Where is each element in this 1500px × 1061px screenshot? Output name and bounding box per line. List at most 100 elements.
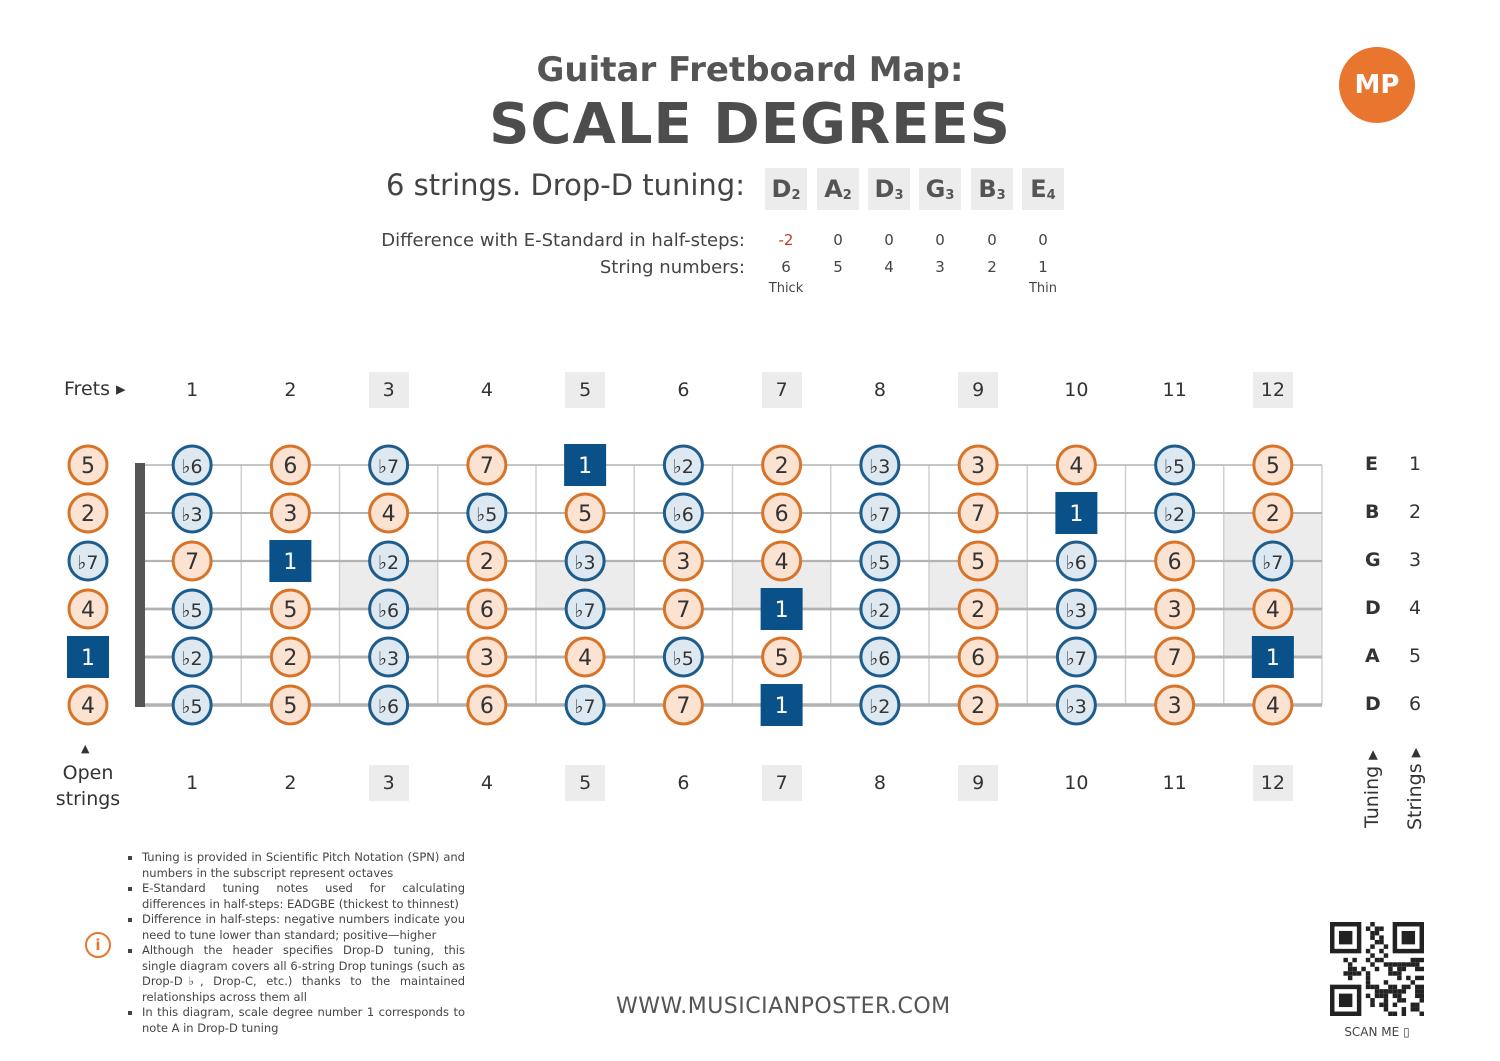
scale-degree-marker: 1 <box>1055 492 1098 534</box>
scale-degree-marker: 1 <box>67 636 109 678</box>
scale-degree-marker: ♭5 <box>662 636 704 678</box>
scale-degree-marker: 4 <box>67 684 109 726</box>
scale-degree-label: ♭7 <box>1066 648 1087 670</box>
scale-degree-label: ♭6 <box>182 456 203 478</box>
fret-number: 2 <box>284 379 297 401</box>
tuning-axis-label: Tuning ▸ <box>1361 750 1383 828</box>
website-link[interactable]: WWW.MUSICIANPOSTER.COM <box>616 994 951 1019</box>
string-number-label: 3 <box>1409 549 1422 571</box>
scale-degree-marker: 5 <box>564 492 606 534</box>
scale-degree-label: 2 <box>81 502 95 527</box>
scale-degree-marker: 4 <box>761 540 803 582</box>
scale-degree-label: 6 <box>283 454 297 479</box>
scale-degree-label: 3 <box>1168 694 1182 719</box>
scale-degree-marker: 4 <box>368 492 410 534</box>
thick-label: Thick <box>768 281 804 296</box>
qr-code[interactable] <box>1330 922 1424 1016</box>
scale-degree-marker: 4 <box>1252 684 1294 726</box>
musician-poster-logo: MP <box>1339 47 1415 123</box>
scale-degree-marker: ♭7 <box>564 684 606 726</box>
tuning-note-octave: 2 <box>791 187 801 203</box>
scale-degree-label: 3 <box>283 502 297 527</box>
note-item: Although the header specifies Drop-D tun… <box>142 943 465 1005</box>
tuning-note-octave: 3 <box>894 187 904 203</box>
note-item: Difference in half-steps: negative numbe… <box>142 912 465 943</box>
string-number-value: 1 <box>1038 258 1048 276</box>
open-strings-line2: strings <box>55 788 121 810</box>
string-numbers-label: String numbers: <box>599 257 745 278</box>
scale-degree-marker: ♭7 <box>859 492 901 534</box>
scale-degree-label: 1 <box>81 646 95 671</box>
scale-degree-label: ♭7 <box>77 552 98 574</box>
string-tuning-letter: G <box>1365 549 1381 571</box>
scale-degree-marker: ♭7 <box>1252 540 1294 582</box>
scale-degree-label: 4 <box>578 646 592 671</box>
fret-number: 6 <box>677 772 690 794</box>
scale-degree-marker: 6 <box>761 492 803 534</box>
scale-degree-marker: 6 <box>466 684 508 726</box>
scale-degree-label: 4 <box>81 694 95 719</box>
scale-degree-label: ♭7 <box>575 600 596 622</box>
fret-number: 7 <box>761 765 802 801</box>
scale-degree-marker: ♭2 <box>368 540 410 582</box>
difference-value: 0 <box>935 231 945 249</box>
info-icon: i <box>85 932 111 958</box>
tuning-note-octave: 2 <box>842 187 852 203</box>
tuning-note-letter: G <box>925 175 946 203</box>
string-number-label: 1 <box>1409 453 1422 475</box>
difference-label: Difference with E-Standard in half-steps… <box>381 230 745 251</box>
scale-degree-label: ♭3 <box>378 648 399 670</box>
scale-degree-label: 1 <box>1069 502 1083 527</box>
scale-degree-label: ♭5 <box>1164 456 1185 478</box>
scale-degree-marker: ♭7 <box>67 540 109 582</box>
scale-degree-marker: ♭6 <box>368 588 410 630</box>
scale-degree-label: 6 <box>775 502 789 527</box>
scale-degree-marker: ♭5 <box>466 492 508 534</box>
fret-number: 8 <box>873 379 886 401</box>
fret-number: 5 <box>565 372 606 408</box>
scale-degree-marker: ♭3 <box>1055 684 1097 726</box>
scale-degree-marker: ♭7 <box>368 444 410 486</box>
scale-degree-label: 6 <box>971 646 985 671</box>
tuning-label: 6 strings. Drop-D tuning: <box>386 168 745 202</box>
note-item: E-Standard tuning notes used for calcula… <box>142 881 465 912</box>
tuning-note-letter: A <box>824 175 843 203</box>
scale-degree-marker: 5 <box>269 684 311 726</box>
scale-degree-marker: 6 <box>269 444 311 486</box>
scale-degree-label: 6 <box>480 694 494 719</box>
scale-degree-marker: 2 <box>1252 492 1294 534</box>
scale-degree-label: ♭6 <box>673 504 694 526</box>
string-tuning-letter: D <box>1365 693 1381 715</box>
scale-degree-label: 4 <box>382 502 396 527</box>
difference-value: 0 <box>987 231 997 249</box>
fret-number: 12 <box>1252 765 1293 801</box>
scale-degree-label: ♭2 <box>1164 504 1185 526</box>
scale-degree-marker: ♭2 <box>859 684 901 726</box>
scale-degree-marker: ♭7 <box>1055 636 1097 678</box>
scale-degree-marker: 3 <box>662 540 704 582</box>
fret-number: 11 <box>1162 772 1187 794</box>
scale-degree-label: 4 <box>775 550 789 575</box>
difference-value: 0 <box>833 231 843 249</box>
scale-degree-marker: 2 <box>466 540 508 582</box>
tuning-note-octave: 4 <box>1046 187 1056 203</box>
scale-degree-marker: 4 <box>1252 588 1294 630</box>
scale-degree-label: ♭2 <box>673 456 694 478</box>
fret-number: 9 <box>958 372 999 408</box>
scale-degree-label: 4 <box>1266 598 1280 623</box>
scale-degree-label: 2 <box>971 598 985 623</box>
title-line-1: Guitar Fretboard Map: <box>536 50 964 90</box>
fret-number: 7 <box>761 372 802 408</box>
scale-degree-marker: 6 <box>957 636 999 678</box>
difference-value: 0 <box>884 231 894 249</box>
notes-list: Tuning is provided in Scientific Pitch N… <box>120 850 465 1036</box>
scale-degree-marker: ♭6 <box>859 636 901 678</box>
scale-degree-label: ♭3 <box>575 552 596 574</box>
scale-degree-marker: ♭3 <box>171 492 213 534</box>
string-tuning-letter: D <box>1365 597 1381 619</box>
scale-degree-marker: 6 <box>466 588 508 630</box>
string-number-value: 6 <box>781 258 791 276</box>
